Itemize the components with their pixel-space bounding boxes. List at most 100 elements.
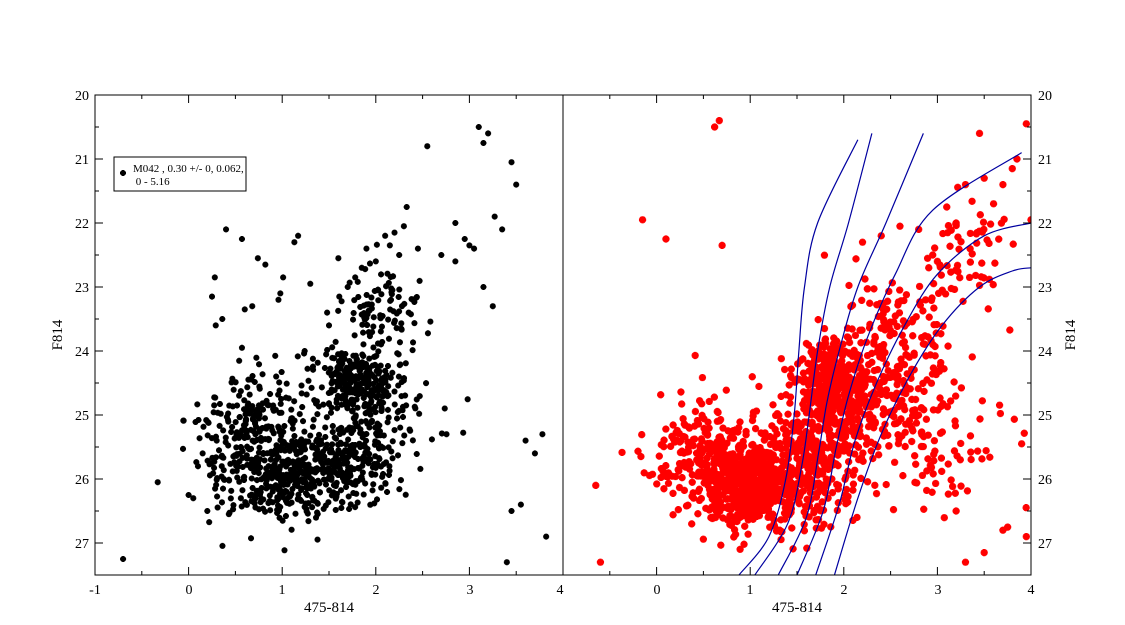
data-point xyxy=(730,497,738,506)
data-point xyxy=(740,475,748,483)
data-point xyxy=(427,318,434,325)
data-point xyxy=(872,489,881,498)
data-point xyxy=(730,501,738,509)
data-point xyxy=(830,347,839,356)
data-point xyxy=(689,435,697,444)
data-point xyxy=(848,409,857,417)
data-point xyxy=(920,505,928,513)
data-point xyxy=(1004,523,1012,531)
data-point xyxy=(926,461,934,470)
data-point xyxy=(742,455,750,463)
data-point xyxy=(828,489,837,497)
data-point xyxy=(941,290,950,298)
data-point xyxy=(265,437,272,444)
data-point xyxy=(289,438,296,445)
data-point xyxy=(722,455,731,464)
data-point xyxy=(898,339,907,347)
data-point xyxy=(915,225,923,233)
data-point xyxy=(973,239,981,247)
data-point xyxy=(120,556,127,562)
data-point xyxy=(344,383,351,390)
data-point xyxy=(923,376,931,384)
data-point xyxy=(271,463,278,470)
data-point xyxy=(920,387,928,395)
data-point xyxy=(901,406,909,414)
data-point xyxy=(857,339,865,347)
data-point xyxy=(848,352,857,360)
data-point xyxy=(247,465,254,472)
data-point xyxy=(754,462,763,470)
left-x-tick-label: 4 xyxy=(557,583,564,598)
data-point xyxy=(237,431,244,438)
data-point xyxy=(264,402,271,409)
data-point xyxy=(967,448,975,456)
data-point xyxy=(890,318,898,326)
data-point xyxy=(903,383,911,392)
data-point xyxy=(380,432,387,439)
data-point xyxy=(378,377,385,384)
data-point xyxy=(339,453,346,460)
data-point xyxy=(775,470,783,479)
data-point xyxy=(770,473,779,481)
data-point xyxy=(344,402,351,409)
data-point xyxy=(879,410,887,419)
data-point xyxy=(252,431,259,438)
data-point xyxy=(316,480,323,487)
data-point xyxy=(374,496,381,503)
data-point xyxy=(785,511,793,519)
data-point xyxy=(865,360,873,369)
data-point xyxy=(269,427,276,434)
data-point xyxy=(370,380,377,387)
data-point xyxy=(772,527,781,535)
data-point xyxy=(715,117,723,125)
data-point xyxy=(811,356,819,364)
data-point xyxy=(366,355,373,362)
data-point xyxy=(850,403,858,411)
data-point xyxy=(1000,215,1008,223)
data-point xyxy=(277,503,284,510)
data-point xyxy=(277,400,284,407)
data-point xyxy=(350,316,357,323)
data-point xyxy=(385,335,392,342)
data-point xyxy=(324,459,331,466)
data-point xyxy=(293,438,300,445)
right-x-tick-label: 4 xyxy=(1028,583,1035,598)
data-point xyxy=(343,364,350,371)
data-point xyxy=(242,499,249,506)
data-point xyxy=(772,492,780,501)
data-point xyxy=(366,424,373,431)
data-point xyxy=(854,399,862,407)
data-point xyxy=(343,479,350,486)
data-point xyxy=(480,140,487,146)
data-point xyxy=(842,368,850,376)
data-point xyxy=(885,408,893,416)
data-point xyxy=(866,401,874,409)
data-point xyxy=(372,258,379,265)
data-point xyxy=(966,273,974,282)
right-x-tick-label: 1 xyxy=(747,583,754,598)
data-point xyxy=(863,351,872,360)
data-point xyxy=(787,464,795,472)
data-point xyxy=(900,296,908,305)
data-point xyxy=(720,444,728,452)
data-point xyxy=(336,293,343,300)
data-point xyxy=(375,297,382,304)
data-point xyxy=(222,434,229,441)
data-point xyxy=(311,397,318,404)
data-point xyxy=(956,274,964,282)
data-point xyxy=(233,452,240,459)
data-point xyxy=(366,370,373,377)
data-point xyxy=(269,488,276,495)
data-point xyxy=(332,378,339,385)
data-point xyxy=(310,497,317,504)
data-point xyxy=(829,365,837,373)
data-point xyxy=(777,355,785,363)
data-point xyxy=(950,447,959,455)
data-point xyxy=(816,341,824,349)
data-point xyxy=(234,474,241,481)
data-point xyxy=(339,376,346,383)
data-point xyxy=(901,428,909,436)
data-point xyxy=(351,377,358,384)
data-point xyxy=(220,485,227,492)
data-point xyxy=(332,469,339,476)
